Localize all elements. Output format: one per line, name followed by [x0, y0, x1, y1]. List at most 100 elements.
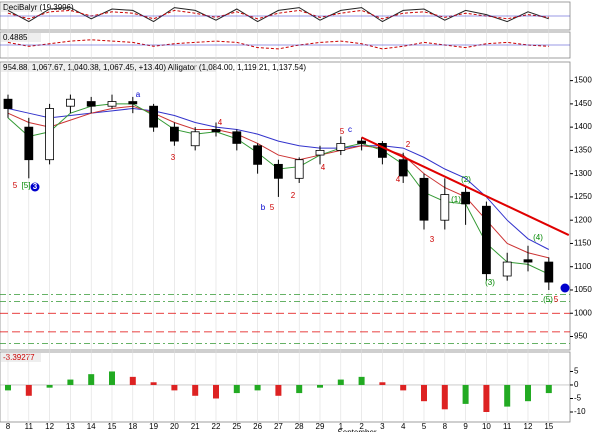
- ao-bar: [337, 379, 344, 385]
- ao-bar: [109, 371, 115, 385]
- ao-bar: [213, 384, 219, 399]
- panel-title: -3.39277: [3, 353, 35, 362]
- x-axis-label: September: [337, 428, 376, 432]
- candle-body: [128, 101, 138, 105]
- x-tick-label: 26: [253, 422, 262, 431]
- x-tick-label: 10: [482, 422, 491, 431]
- wave-label: 4: [218, 118, 223, 127]
- y-tick-label: 950: [574, 332, 588, 341]
- series-line: [7, 39, 549, 50]
- y-tick-label: 5: [574, 367, 579, 376]
- y-tick-label: 1100: [574, 262, 592, 271]
- x-tick-label: 19: [149, 422, 158, 431]
- ao-bar: [67, 379, 74, 385]
- wave-label: 5: [340, 127, 345, 136]
- candle-body: [66, 98, 75, 107]
- wave-label: (3): [485, 278, 495, 287]
- candle-body: [211, 129, 221, 133]
- y-tick-label: 1500: [574, 76, 592, 85]
- x-tick-label: 28: [295, 422, 304, 431]
- panel-title: 954.88, 1,067.67, 1,040.38, 1,067.45, +1…: [3, 63, 306, 72]
- candle-body: [357, 140, 367, 144]
- x-tick-label: 21: [191, 422, 200, 431]
- y-tick-label: 1250: [574, 192, 592, 201]
- ao-bar: [462, 384, 469, 404]
- x-tick-label: 2: [359, 422, 364, 431]
- wave-label: 2: [406, 140, 411, 149]
- panel-title-bg: [1, 63, 216, 72]
- panel-title-bg: [1, 3, 41, 12]
- y-tick-label: -10: [574, 407, 586, 416]
- candle-body: [190, 131, 200, 147]
- y-tick-label: 1450: [574, 99, 592, 108]
- ao-bar: [171, 384, 178, 391]
- wave-label: (2): [461, 175, 471, 184]
- candle-body: [169, 126, 179, 142]
- x-tick-label: 5: [422, 422, 427, 431]
- ao-bar: [317, 384, 323, 388]
- x-tick-label: 22: [212, 422, 221, 431]
- series-line: [7, 9, 549, 20]
- series-line: [7, 105, 549, 259]
- y-tick-label: 1200: [574, 215, 592, 224]
- wave-label: c: [348, 125, 352, 134]
- wave-label: 5: [13, 181, 18, 190]
- x-tick-label: 14: [87, 422, 96, 431]
- candle-body: [398, 159, 408, 177]
- ao-bar: [296, 384, 303, 394]
- x-tick-label: 3: [380, 422, 385, 431]
- y-tick-label: 1350: [574, 146, 592, 155]
- candle-body: [273, 163, 283, 179]
- wave-label: 4: [321, 163, 326, 172]
- candle-body: [544, 261, 554, 283]
- ao-bar: [150, 382, 157, 385]
- ao-bar: [400, 384, 407, 391]
- x-tick-label: 1: [339, 422, 344, 431]
- candle-body: [440, 194, 450, 221]
- panel-title: DeciBalyr (19.3996): [3, 3, 74, 12]
- candle-body: [24, 126, 34, 161]
- candle-body: [336, 143, 346, 151]
- wave-label: 3: [171, 153, 176, 162]
- y-tick-label: 1050: [574, 285, 592, 294]
- ao-bar: [275, 384, 282, 396]
- y-tick-label: -5: [574, 394, 582, 403]
- x-tick-label: 12: [524, 422, 533, 431]
- y-tick-label: 0: [574, 380, 579, 389]
- x-tick-label: 20: [170, 422, 179, 431]
- ao-bar: [129, 376, 136, 385]
- ao-bar: [254, 384, 261, 391]
- ao-bar: [483, 384, 490, 412]
- panel-title-bg: [1, 33, 41, 42]
- x-tick-label: 15: [544, 422, 553, 431]
- series-line: [7, 108, 550, 250]
- x-tick-label: 9: [463, 422, 468, 431]
- ao-bar: [233, 384, 240, 394]
- wave-label: a: [136, 90, 141, 99]
- wave-label: [5]: [22, 181, 31, 190]
- candle-body: [294, 159, 304, 179]
- y-tick-label: 1000: [574, 308, 592, 317]
- wave-label: (5): [543, 295, 553, 304]
- candle-body: [377, 143, 387, 158]
- ao-bar: [358, 376, 365, 385]
- candle-body: [86, 101, 96, 107]
- candle-body: [3, 98, 13, 109]
- x-tick-label: 29: [316, 422, 325, 431]
- candle-body: [523, 259, 533, 263]
- x-tick-label: 4: [401, 422, 406, 431]
- candle-body: [481, 205, 491, 275]
- y-tick-label: 1150: [574, 239, 592, 248]
- x-tick-label: 13: [66, 422, 75, 431]
- wave-label: 3: [33, 182, 38, 191]
- wave-badge: [30, 182, 40, 192]
- x-tick-label: 18: [128, 422, 137, 431]
- candle-body: [315, 150, 325, 156]
- x-tick-label: 8: [6, 422, 11, 431]
- ao-bar: [192, 384, 199, 396]
- candle-body: [232, 131, 242, 144]
- candle-body: [461, 191, 471, 205]
- candle-body: [45, 108, 54, 161]
- wave-label: (4): [533, 233, 543, 242]
